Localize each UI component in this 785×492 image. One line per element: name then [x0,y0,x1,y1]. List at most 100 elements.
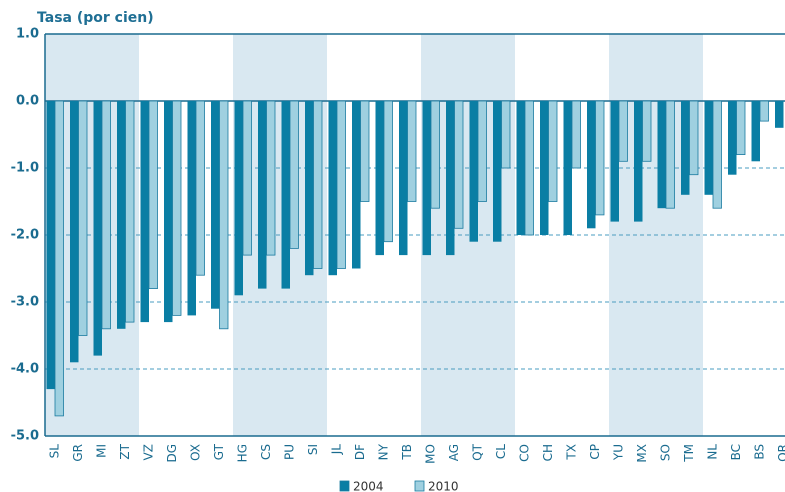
x-tick-label: BS [753,444,767,460]
x-tick-label: MO [424,444,438,464]
bar [383,100,393,243]
x-tick-label: SL [48,444,62,459]
x-tick-label: YU [612,444,626,461]
bar [446,101,455,256]
y-tick-label: -1.0 [11,161,39,176]
bar [422,101,431,256]
x-tick-label: AG [447,444,461,461]
bar [46,101,55,390]
bar [540,101,549,235]
x-tick-label: CS [259,444,273,460]
bar [187,101,196,316]
bar [266,100,276,256]
x-tick-label: SO [659,444,673,461]
chart-title: Tasa (por cien) [37,10,154,26]
bar [281,101,290,289]
y-tick-label: -5.0 [11,429,39,444]
y-tick-label: 0.0 [16,94,39,109]
bar [704,101,713,195]
bar [665,100,675,209]
bar [642,100,652,162]
bar [430,100,440,209]
legend-label: 2010 [428,480,459,492]
x-tick-label: OX [189,444,203,461]
bar [634,101,643,222]
x-tick-label: CH [541,444,555,461]
bar [759,100,769,122]
y-tick-label: -4.0 [11,362,39,377]
x-tick-label: TM [682,444,696,463]
x-tick-label: DG [165,444,179,463]
x-tick-label: GR [71,444,85,462]
bar [93,101,102,356]
bar [117,101,126,329]
bar [305,101,314,276]
x-tick-label: CL [494,444,508,459]
bar [195,100,205,276]
bar [258,101,267,289]
bar [54,100,64,417]
x-tick-label: NY [377,443,391,460]
bar [493,101,502,242]
bar [289,100,299,249]
bar [571,100,581,169]
bar [375,101,384,256]
legend-label: 2004 [353,480,384,492]
legend-swatch [339,480,350,492]
bar [328,101,337,276]
bar [140,101,149,323]
bar [125,100,135,323]
bar [469,101,478,242]
bar [211,101,220,309]
bar [164,101,173,323]
bar [548,100,558,202]
x-tick-label: CO [518,444,532,462]
x-tick-label: JL [330,444,344,456]
bar [360,100,370,202]
x-tick-label: CP [588,444,602,460]
bar [775,101,784,128]
x-tick-label: ZT [118,443,132,459]
bar [172,100,182,316]
x-tick-label: TX [565,444,579,461]
bar [563,101,572,235]
x-tick-label: VZ [142,444,156,460]
bar [336,100,346,269]
bar [751,101,760,162]
x-tick-label: QT [471,443,485,460]
x-tick-label: DF [353,444,367,460]
y-tick-label: -2.0 [11,228,39,243]
bar [148,100,158,290]
bar [234,101,243,296]
bar [524,100,534,236]
bar [657,101,666,209]
x-tick-label: MI [95,444,109,458]
bar [610,101,619,222]
x-tick-label: BC [729,444,743,460]
legend-swatch [414,480,425,492]
bar [689,100,699,176]
bar [477,100,487,202]
x-tick-label: HG [236,444,250,462]
bar [501,100,511,169]
bar [70,101,79,363]
x-tick-label: MX [635,444,649,463]
bar [595,100,605,216]
y-tick-label: 1.0 [16,27,39,42]
bar [728,101,737,175]
bar [242,100,252,256]
x-tick-label: TB [400,444,414,461]
bar [618,100,628,162]
bar [712,100,722,209]
x-tick-label: SI [306,444,320,455]
x-tick-label: NL [706,444,720,460]
bar [454,100,464,229]
x-tick-label: PU [283,444,297,460]
bar [313,100,323,269]
bar [101,100,111,330]
y-tick-label: -3.0 [11,295,39,310]
bar [736,100,746,155]
bar [352,101,361,269]
bar [681,101,690,195]
